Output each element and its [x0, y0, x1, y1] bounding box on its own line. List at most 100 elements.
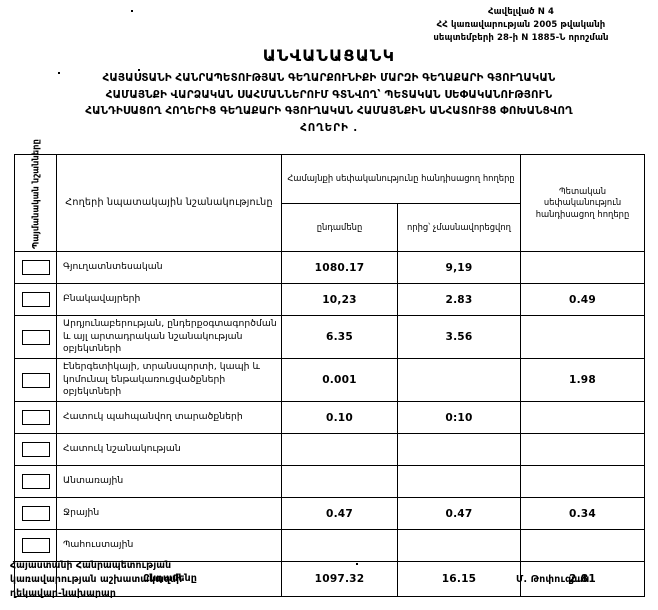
table-total-row: Ընդամենը 1097.32 16.15 2.81 [14, 561, 645, 597]
header-land-purpose: Հողերի նպատակային նշանակությունը [56, 154, 282, 252]
row-community-total [281, 465, 398, 498]
header-community-total: ընդամենը [281, 202, 398, 252]
table-row: Բնակավայրերի 10,23 2.83 0.49 [14, 283, 645, 316]
row-state-total: 0.34 [520, 497, 645, 530]
table-row: Ջրային 0.47 0.47 0.34 [14, 497, 645, 530]
decree-reference: Հավելված N 4 ՀՀ կառավարության 2005 թվակա… [396, 6, 646, 45]
table-header-row-2: ընդամենը որից՝ չմասնավորեցվող [15, 202, 645, 252]
row-land-name: Հատուկ նշանակության [56, 433, 282, 466]
row-land-name: Հատուկ պահպանվող տարածքների [56, 401, 282, 434]
row-marker-cell[interactable] [14, 315, 57, 359]
row-state-total: 0.49 [520, 283, 645, 316]
page-title: ԱՆՎԱՆԱՑԱՆԿ [262, 46, 396, 65]
row-land-name: Էներգետիկայի, տրանսպորտի, կապի և կոմունա… [56, 358, 282, 402]
subtitle-line-3: ՀԱՆԴԻՍԱՑՈՂ ՀՈՂԵՐԻՑ ԳԵՂԱՔԱՐԻ ԳՅՈՒՂԱԿԱՆ ՀԱ… [85, 105, 573, 117]
row-state-total [520, 433, 645, 466]
row-community-nonprivatized: 9,19 [397, 251, 521, 284]
checkbox-icon[interactable] [21, 506, 50, 521]
header-conditional-marks-label: Պայմանական նշանները [30, 139, 40, 249]
total-state: 2.81 [520, 561, 645, 597]
subtitle-line-1: ՀԱՅԱՍՏԱՆԻ ՀԱՆՐԱՊԵՏՈՒԹՅԱՆ ԳԵՂԱՐՔՈՒՆԻՔԻ ՄԱ… [102, 72, 556, 84]
row-land-name: Պահուստային [56, 529, 282, 562]
total-label: Ընդամենը [56, 561, 282, 597]
checkbox-icon[interactable] [21, 538, 50, 553]
land-table-wrapper: Պայմանական նշանները Հողերի նպատակային նշ… [14, 139, 645, 597]
row-marker-cell[interactable] [14, 529, 57, 562]
scan-speck [58, 72, 60, 74]
row-state-total [520, 465, 645, 498]
table-header-row-1: Պայմանական նշանները Հողերի նպատակային նշ… [14, 139, 645, 252]
row-land-name: Արդյունաբերության, ընդերքօգտագործման և ա… [56, 315, 282, 359]
checkbox-icon[interactable] [21, 372, 50, 388]
header-community-nonprivatized: որից՝ չմասնավորեցվող [397, 202, 521, 252]
row-community-total: 10,23 [281, 283, 398, 316]
row-community-total: 0.10 [281, 401, 398, 434]
checkbox-icon[interactable] [21, 292, 50, 307]
row-community-total: 0.47 [281, 497, 398, 530]
signer-title-line-3: ղեկավար-նախարար [10, 588, 116, 599]
row-community-total: 1080.17 [281, 251, 398, 284]
row-community-nonprivatized [397, 433, 521, 466]
header-conditional-marks: Պայմանական նշանները [14, 139, 57, 252]
table-body: Գյուղատնտեսական 1080.17 9,19 Բնակավայրեր… [14, 251, 645, 597]
row-land-name: Բնակավայրերի [56, 283, 282, 316]
checkbox-icon[interactable] [21, 442, 50, 457]
row-community-nonprivatized [397, 465, 521, 498]
row-community-nonprivatized: 0:10 [397, 401, 521, 434]
table-row: Պահուստային [14, 529, 645, 562]
row-marker-cell[interactable] [14, 497, 57, 530]
table-row: Էներգետիկայի, տրանսպորտի, կապի և կոմունա… [14, 358, 645, 402]
row-marker-cell[interactable] [14, 358, 57, 402]
scan-speck [138, 69, 140, 71]
row-community-nonprivatized: 0.47 [397, 497, 521, 530]
row-community-total [281, 529, 398, 562]
subtitle-line-4: ՀՈՂԵՐԻ ․ [300, 121, 358, 134]
row-community-nonprivatized: 3.56 [397, 315, 521, 359]
subtitle-line-2: ՀԱՄԱՅՆՔԻ ՎԱՐՁԱԿԱՆ ՍԱՀՄԱՆՆԵՐՈՒՄ ԳՏՆՎՈՂ՝ Պ… [105, 88, 553, 101]
checkbox-icon[interactable] [21, 410, 50, 425]
table-row: Անտառային [14, 465, 645, 498]
header-state-property: Պետական սեփականություն հանդիսացող հողերը [520, 154, 645, 252]
checkbox-icon[interactable] [21, 329, 50, 345]
row-state-total [520, 401, 645, 434]
scan-speck [131, 10, 133, 12]
total-community-nonprivatized: 16.15 [397, 561, 521, 597]
row-marker-cell[interactable] [14, 283, 57, 316]
row-community-total [281, 433, 398, 466]
total-community-total: 1097.32 [281, 561, 398, 597]
table-row: Հատուկ նշանակության [14, 433, 645, 466]
page-subtitle: ՀԱՅԱՍՏԱՆԻ ՀԱՆՐԱՊԵՏՈՒԹՅԱՆ ԳԵՂԱՐՔՈՒՆԻՔԻ ՄԱ… [16, 70, 642, 136]
row-land-name: Գյուղատնտեսական [56, 251, 282, 284]
row-marker-cell[interactable] [14, 251, 57, 284]
row-land-name: Ջրային [56, 497, 282, 530]
row-community-nonprivatized: 2.83 [397, 283, 521, 316]
appendix-label: Հավելված N 4 [487, 7, 555, 17]
checkbox-icon[interactable] [21, 474, 50, 489]
row-marker-cell[interactable] [14, 433, 57, 466]
table-row: Հատուկ պահպանվող տարածքների 0.10 0:10 [14, 401, 645, 434]
decree-line-2: սեպտեմբերի 28-ի N 1885-Ն որոշման [433, 33, 609, 43]
row-state-total [520, 315, 645, 359]
signer-title-line-2: կառավարության աշխատակազմի [10, 574, 183, 585]
table-header: Պայմանական նշանները Հողերի նպատակային նշ… [14, 139, 645, 252]
row-marker-cell[interactable] [14, 465, 57, 498]
land-classification-table: Պայմանական նշանները Հողերի նպատակային նշ… [14, 139, 645, 597]
row-state-total [520, 251, 645, 284]
row-state-total [520, 529, 645, 562]
signer-title-line-1: Հայաստանի Հանրապետության [10, 560, 172, 571]
row-community-total: 6.35 [281, 315, 398, 359]
checkbox-icon[interactable] [21, 260, 50, 275]
row-community-nonprivatized [397, 358, 521, 402]
table-row: Գյուղատնտեսական 1080.17 9,19 [14, 251, 645, 284]
row-community-total: 0.001 [281, 358, 398, 402]
header-community-property: Համայնքի սեփականությունը հանդիսացող հողե… [281, 154, 521, 204]
row-community-nonprivatized [397, 529, 521, 562]
signer-name: Մ. Թոփուզյան [516, 574, 590, 585]
decree-line-1: ՀՀ կառավարության 2005 թվականի [436, 20, 606, 30]
row-state-total: 1.98 [520, 358, 645, 402]
row-land-name: Անտառային [56, 465, 282, 498]
row-marker-cell[interactable] [14, 401, 57, 434]
table-row: Արդյունաբերության, ընդերքօգտագործման և ա… [14, 315, 645, 359]
signer-title: Հայաստանի Հանրապետության կառավարության ա… [10, 559, 182, 601]
